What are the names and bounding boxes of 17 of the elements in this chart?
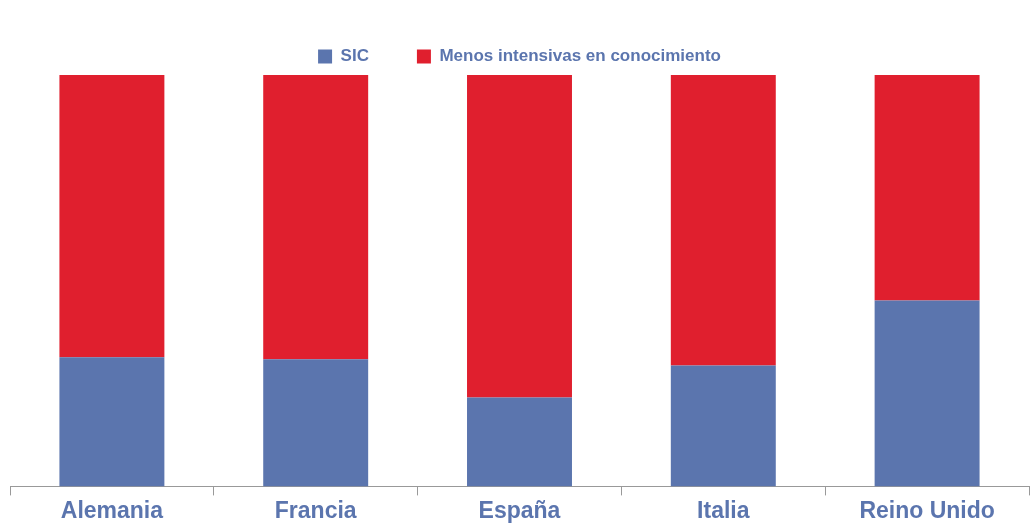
legend-label: SIC — [340, 46, 369, 66]
bar — [670, 75, 776, 366]
legend-label: Menos intensivas en conocimiento — [439, 46, 721, 66]
x-tick-label: Italia — [697, 496, 750, 523]
bar — [59, 357, 165, 487]
bar — [874, 75, 980, 301]
x-tick-label: Francia — [274, 496, 357, 523]
bar — [263, 359, 369, 487]
bar — [59, 75, 165, 358]
bar — [263, 75, 369, 360]
x-tick-label: Reino Unido — [859, 496, 995, 523]
bar — [874, 300, 980, 487]
bar — [467, 397, 572, 487]
x-tick-label: España — [478, 496, 561, 523]
x-tick-label: Alemania — [60, 496, 164, 523]
bar — [670, 365, 776, 487]
bar — [467, 75, 572, 398]
